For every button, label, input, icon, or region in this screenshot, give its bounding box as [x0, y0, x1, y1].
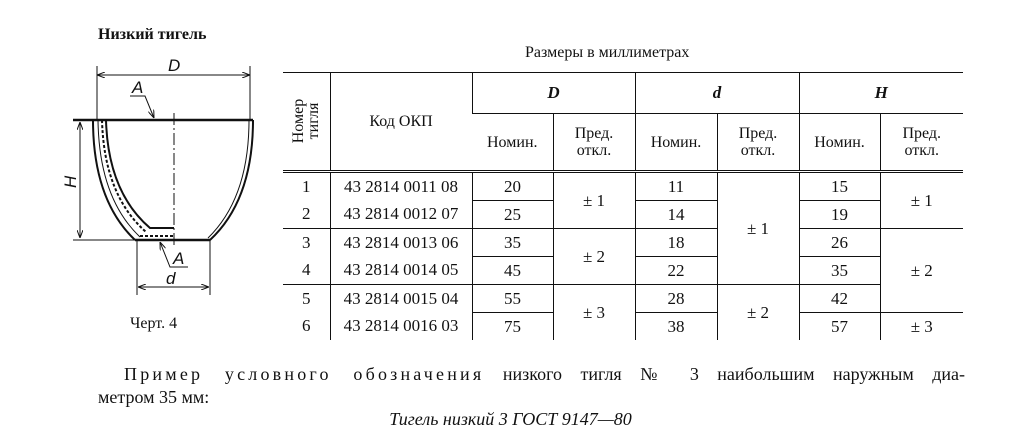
cell-d: 38	[634, 312, 717, 340]
cell-d: 14	[634, 200, 717, 229]
cell-H: 42	[798, 284, 880, 313]
label-d: d	[166, 269, 176, 288]
cell-num: 2	[302, 204, 311, 224]
cell-d-tol: ± 1	[716, 171, 799, 285]
cell-D-tol: ± 1	[552, 171, 635, 229]
crucible-drawing: D A A d H	[61, 56, 254, 295]
cell-code: 43 2814 0016 03	[329, 312, 472, 340]
example-paragraph: Пример условного обозначения низкого тиг…	[98, 363, 965, 409]
figure-caption: Черт. 4	[130, 315, 178, 332]
cell-num: 6	[302, 316, 311, 336]
cell-H: 57	[798, 312, 880, 340]
cell-code: 43 2814 0011 08	[329, 171, 472, 201]
cell-d-tol: ± 2	[716, 284, 799, 340]
cell-d: 18	[634, 228, 717, 257]
dimensions-table: Номер тигля Код ОКП D d H Номин. Пред. отк…	[283, 72, 963, 340]
cell-code: 43 2814 0012 07	[329, 200, 472, 229]
label-H: H	[61, 175, 80, 188]
table-row: 5 43 2814 0015 04 55 ± 3 28 ± 2 42	[283, 284, 963, 340]
cell-H: 26	[798, 228, 880, 257]
units-note: Размеры в миллиметрах	[525, 44, 690, 61]
cell-H-tol: ± 3	[879, 312, 963, 340]
paragraph-line1: низкого тигля № 3 наибольшим наружным ди…	[502, 364, 965, 384]
cell-D-tol: ± 2	[552, 228, 635, 285]
figure-title: Низкий тигель	[98, 26, 207, 43]
cell-d: 28	[634, 284, 717, 313]
paragraph-line2: метром 35 мм:	[98, 387, 210, 407]
cell-code: 43 2814 0014 05	[329, 256, 472, 285]
label-A-top: A	[131, 78, 143, 97]
header-code: Код ОКП	[329, 72, 472, 173]
table-row: 6 43 2814 0016 03 75 38 57 ± 3	[283, 312, 963, 340]
header-H: H	[798, 72, 963, 114]
table-row: 2 43 2814 0012 07 25 14 19	[283, 200, 963, 229]
cell-D: 25	[471, 200, 553, 229]
cell-num: 1	[302, 176, 311, 196]
header-number: Номер тигля	[283, 72, 330, 173]
cell-num: 3	[283, 228, 330, 257]
header-H-tol: Пред. откл.	[879, 113, 963, 173]
table-row: 4 43 2814 0014 05 45 22 35	[283, 256, 963, 285]
cell-H: 19	[798, 200, 880, 229]
cell-d: 11	[634, 171, 717, 201]
cell-d: 22	[634, 256, 717, 285]
cell-H-tol: ± 1	[879, 171, 963, 229]
cell-code: 43 2814 0013 06	[329, 228, 472, 257]
cell-D: 55	[471, 284, 553, 313]
cell-H: 15	[798, 171, 880, 201]
label-A-bottom: A	[172, 249, 184, 268]
header-D-nominal: Номин.	[472, 113, 553, 173]
cell-num: 4	[302, 260, 311, 280]
header-D-tol: Пред. откл.	[552, 113, 635, 173]
cell-H-tol: ± 2	[879, 228, 963, 313]
designation-example: Тигель низкий 3 ГОСТ 9147—80	[389, 409, 632, 429]
header-d: d	[634, 72, 799, 114]
cell-D: 35	[471, 228, 553, 257]
cell-code: 43 2814 0015 04	[329, 284, 472, 313]
cell-H: 35	[798, 256, 880, 285]
cell-D: 20	[471, 171, 553, 201]
cell-D: 75	[471, 312, 553, 340]
table-row: 3 43 2814 0013 06 35 ± 2 18 26 ± 2	[283, 228, 963, 313]
term-spaced: Пример условного обозначения	[124, 364, 485, 384]
header-d-tol: Пред. откл.	[716, 113, 799, 173]
header-H-nominal: Номин.	[798, 113, 880, 173]
cell-D: 45	[471, 256, 553, 285]
table-row: 1 43 2814 0011 08 20 ± 1 11 ± 1 15 ± 1	[283, 171, 963, 285]
label-D: D	[168, 56, 180, 75]
header-d-nominal: Номин.	[634, 113, 717, 173]
header-D: D	[471, 72, 635, 114]
cell-D-tol: ± 3	[552, 284, 635, 340]
cell-num: 5	[283, 284, 330, 313]
